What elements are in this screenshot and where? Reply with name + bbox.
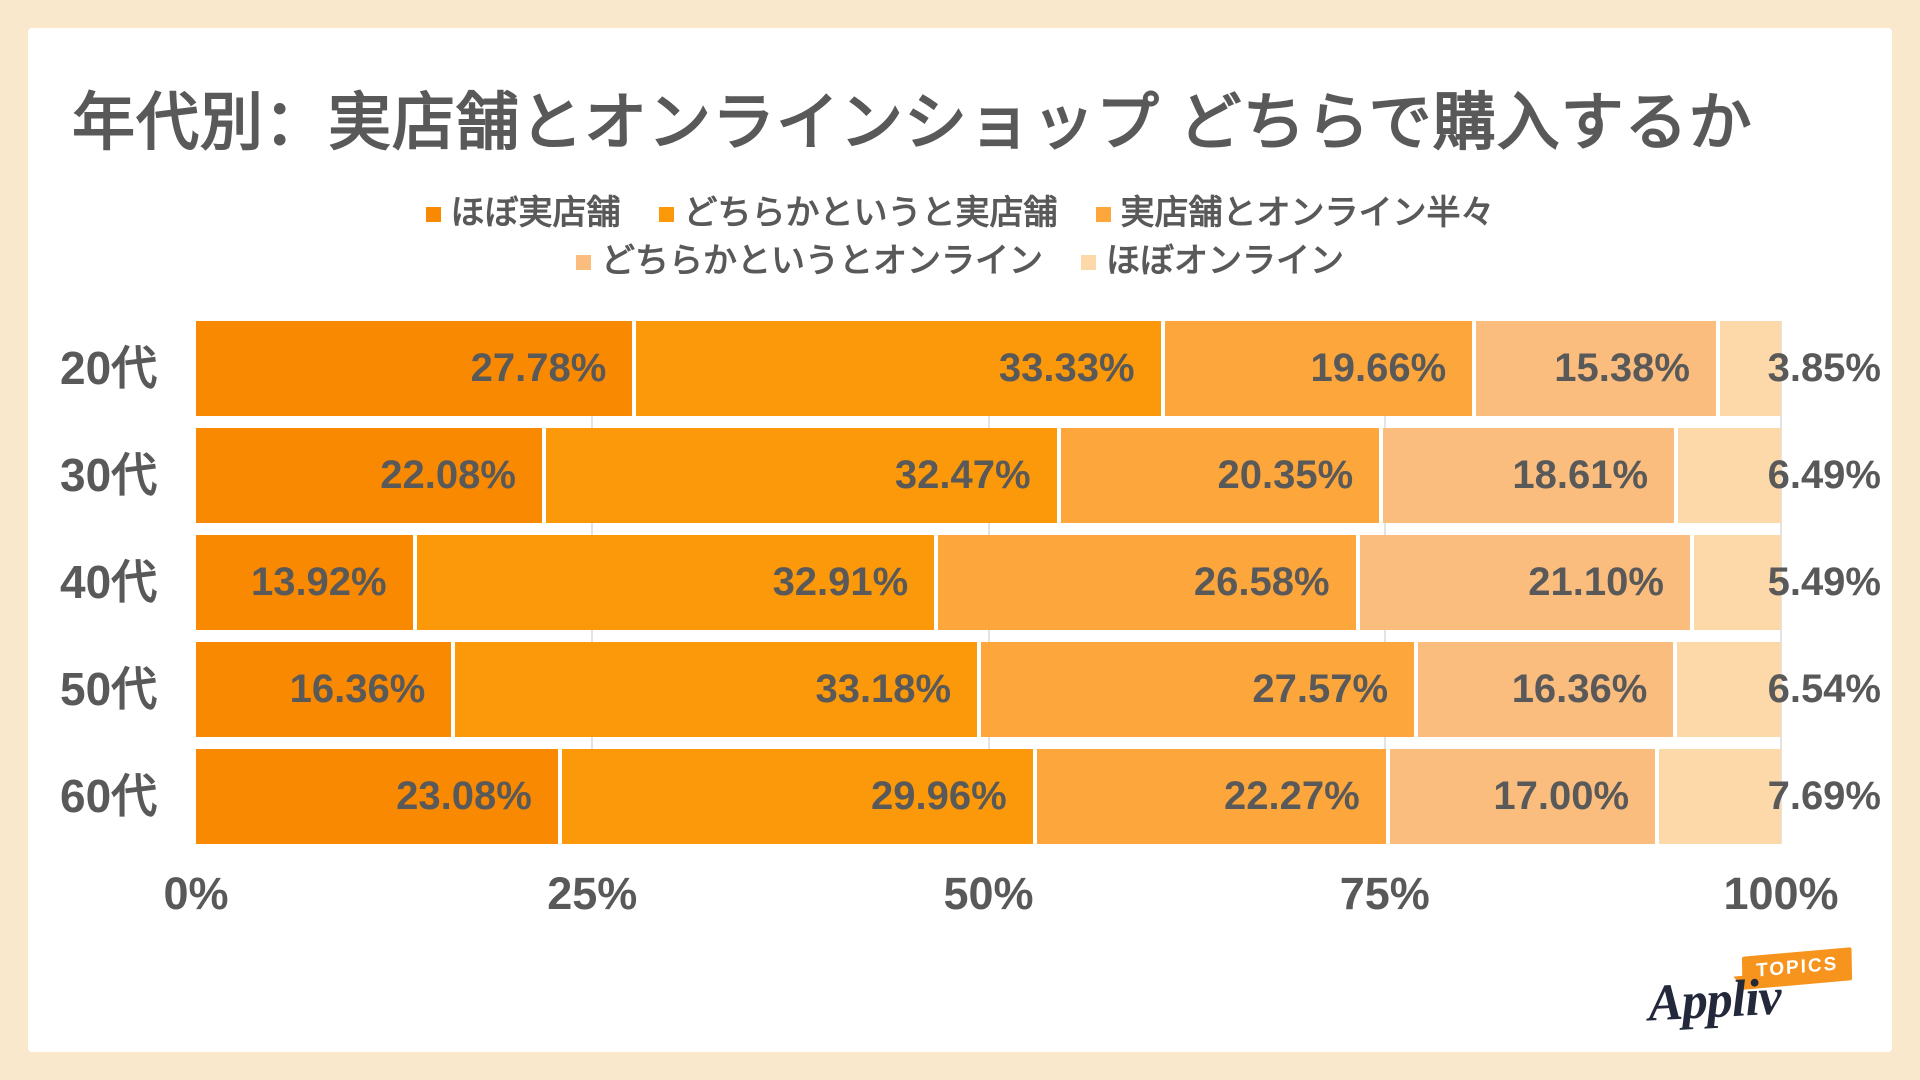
segment-value-label: 23.08% [396,774,532,818]
segment-value-label: 27.57% [1252,667,1389,711]
segment-value-label: 15.38% [1554,346,1690,390]
bar-segment: 23.08% [196,749,562,844]
segment-value-label: 22.08% [380,453,516,497]
legend-swatch-icon [425,206,441,222]
segment-value-label: 7.69% [1767,774,1881,818]
bar-segment: 33.18% [455,642,982,737]
segment-value-label: 32.47% [894,453,1031,497]
segment-value-label: 16.36% [289,667,426,711]
row-label: 50代 [60,663,158,715]
x-axis: 0% 25% 50% 75% 100% [163,868,1838,928]
segment-value-label: 6.54% [1767,667,1881,711]
row-label: 60代 [60,770,158,822]
bar-segment: 22.08% [196,428,546,523]
segment-value-label: 33.33% [998,346,1135,390]
bar-segment [1719,321,1781,416]
legend-label: 実店舗とオンライン半々 [1120,194,1495,232]
bar-track: 16.36% 33.18% 27.57% 16.36% 6.54% [196,642,1881,737]
bar-segment: 32.91% [416,535,939,630]
legend-swatch-icon [1081,254,1096,270]
legend-line: ほぼ実店舗 どちらかというと実店舗 実店舗とオンライン半々 [28,189,1892,237]
segment-value-label: 3.85% [1767,346,1881,390]
bar-segment: 19.66% [1164,321,1477,416]
axis-tick-label: 75% [1339,868,1430,919]
legend-item: ほぼオンライン [1081,237,1344,285]
row-label: 20代 [60,342,158,394]
legend-item: 実店舗とオンライン半々 [1095,189,1495,237]
bar-segment [1678,428,1781,523]
segment-value-label: 22.27% [1223,774,1360,818]
legend-item: ほぼ実店舗 [425,189,621,237]
bar-segment: 29.96% [561,749,1037,844]
segment-value-label: 16.36% [1511,667,1648,711]
legend-label: どちらかというと実店舗 [683,194,1058,232]
bar-segment: 13.92% [196,535,417,630]
segment-value-label: 18.61% [1512,453,1649,497]
bar-segment: 18.61% [1383,428,1679,523]
segment-value-label: 26.58% [1193,560,1330,604]
bar-segment: 26.58% [938,535,1360,630]
chart-card: 年代別：実店舗とオンラインショップ どちらで購入するか ほぼ実店舗どちらかという… [28,28,1892,1052]
bar-track: 13.92% 32.91% 26.58% 21.10% 5.49% [196,535,1881,630]
legend-item: どちらかというと実店舗 [658,189,1058,237]
row-label: 40代 [60,556,158,608]
chart-legend: ほぼ実店舗 どちらかというと実店舗 実店舗とオンライン半々どちらかというとオンライン… [28,189,1892,285]
legend-swatch-icon [576,254,591,270]
bar-row: 20代 27.78% 33.33% 19.66% 15.38% 3.85% [60,321,1881,416]
bar-row: 40代 13.92% 32.91% 26.58% 21.10% 5.49% [60,535,1881,630]
axis-tick-label: 50% [943,868,1034,919]
bar-track: 23.08% 29.96% 22.27% 17.00% 7.69% [196,749,1881,844]
segment-value-label: 32.91% [772,560,909,604]
row-label: 30代 [60,449,158,501]
axis-tick-label: 25% [547,868,638,919]
bar-segment: 15.38% [1476,321,1720,416]
legend-label: ほぼオンライン [1106,242,1344,280]
bar-segment: 16.36% [1418,642,1678,737]
bar-row: 30代 22.08% 32.47% 20.35% 18.61% 6.49% [60,428,1881,523]
segment-value-label: 17.00% [1493,774,1630,818]
segment-value-label: 33.18% [815,667,952,711]
bar-segment: 16.36% [196,642,456,737]
legend-swatch-icon [1095,206,1111,222]
legend-swatch-icon [658,206,674,222]
bar-track: 27.78% 33.33% 19.66% 15.38% 3.85% [196,321,1881,416]
axis-tick-label: 100% [1723,868,1839,919]
bar-row: 60代 23.08% 29.96% 22.27% 17.00% 7.69% [60,749,1881,844]
appliv-wordmark: Appliv [1646,968,1783,1033]
gridline [1780,321,1782,844]
legend-label: どちらかというとオンライン [601,242,1043,280]
segment-value-label: 6.49% [1767,453,1881,497]
legend-line: どちらかというとオンライン ほぼオンライン [28,237,1892,285]
axis-tick-label: 0% [163,868,229,919]
bar-segment [1693,535,1781,630]
bar-segment: 27.78% [196,321,637,416]
bar-segment: 32.47% [545,428,1061,523]
bar-segment: 22.27% [1036,749,1390,844]
bar-segment: 17.00% [1389,749,1660,844]
bar-segment: 27.57% [981,642,1419,737]
bar-segment: 33.33% [636,321,1165,416]
bar-track: 22.08% 32.47% 20.35% 18.61% 6.49% [196,428,1881,523]
bar-segment: 21.10% [1359,535,1694,630]
bar-segment [1677,642,1781,737]
segment-value-label: 13.92% [250,560,387,604]
segment-value-label: 19.66% [1310,346,1447,390]
bar-rows: 20代 27.78% 33.33% 19.66% 15.38% 3.85% 30代 22.08… [60,321,1881,844]
legend-item: どちらかというとオンライン [576,237,1043,285]
appliv-logo: TOPICS Appliv [1646,947,1858,1036]
stacked-bar-chart: 20代 27.78% 33.33% 19.66% 15.38% 3.85% 30代 22.08… [60,321,1881,928]
bar-segment [1659,749,1781,844]
segment-value-label: 27.78% [470,346,607,390]
legend-label: ほぼ実店舗 [450,194,621,232]
segment-value-label: 20.35% [1217,453,1354,497]
chart-title: 年代別：実店舗とオンラインショップ どちらで購入するか [72,88,1753,158]
segment-value-label: 29.96% [871,774,1007,818]
bar-segment: 20.35% [1060,428,1384,523]
segment-value-label: 5.49% [1767,560,1881,604]
segment-value-label: 21.10% [1528,560,1664,604]
bar-row: 50代 16.36% 33.18% 27.57% 16.36% 6.54% [60,642,1881,737]
